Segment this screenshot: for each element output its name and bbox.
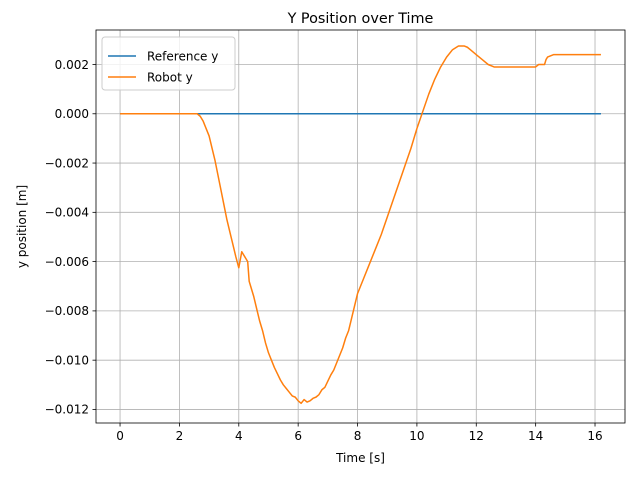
y-tick-label: −0.002 <box>45 156 89 170</box>
series-line-robot-y <box>120 45 601 405</box>
axis-ticks: 0 2 4 6 8 10 12 14 16 0.002 0.000 −0.002 −0.004 −0.00… <box>45 58 603 443</box>
x-tick-label: 12 <box>469 429 484 443</box>
series-group <box>120 45 601 405</box>
y-tick-label: −0.004 <box>45 206 89 220</box>
y-tick-label: −0.010 <box>45 353 89 367</box>
plot-area-frame <box>95 29 626 424</box>
y-tick-label: −0.012 <box>45 403 89 417</box>
x-tick-label: 0 <box>116 429 124 443</box>
legend-label-reference-y: Reference y <box>147 50 218 64</box>
x-tick-label: 8 <box>354 429 362 443</box>
x-axis-label: Time [s] <box>335 451 385 465</box>
chart-title: Y Position over Time <box>287 11 434 27</box>
y-tick-label: 0.002 <box>55 58 89 72</box>
x-tick-label: 16 <box>587 429 602 443</box>
y-tick-label: −0.006 <box>45 255 89 269</box>
x-tick-label: 10 <box>409 429 424 443</box>
legend: Reference y Robot y <box>101 36 236 91</box>
x-tick-label: 2 <box>176 429 184 443</box>
x-tick-label: 14 <box>528 429 543 443</box>
legend-label-robot-y: Robot y <box>147 71 193 85</box>
y-tick-label: 0.000 <box>55 107 89 121</box>
x-tick-label: 4 <box>235 429 243 443</box>
y-axis-label: y position [m] <box>15 185 29 268</box>
y-tick-label: −0.008 <box>45 304 89 318</box>
x-tick-label: 6 <box>294 429 302 443</box>
